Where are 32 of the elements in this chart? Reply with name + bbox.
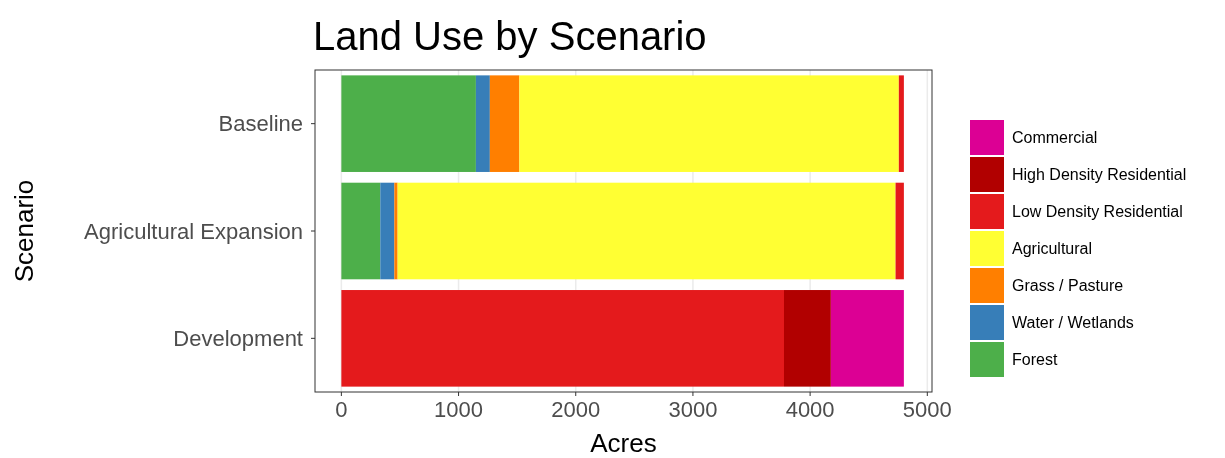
bar — [341, 75, 476, 172]
bar — [489, 75, 520, 172]
legend-label: Grass / Pasture — [1012, 277, 1124, 295]
legend-label: Forest — [1012, 351, 1058, 369]
y-axis-title: Scenario — [9, 179, 39, 283]
x-tick-label: 2000 — [551, 397, 601, 422]
legend-label: Water / Wetlands — [1012, 314, 1134, 332]
bar — [397, 182, 896, 280]
bar — [341, 182, 381, 280]
legend-label: Commercial — [1012, 129, 1098, 147]
legend-label: High Density Residential — [1012, 166, 1187, 184]
x-tick-label: 3000 — [668, 397, 718, 422]
bar — [475, 75, 490, 172]
bar — [830, 290, 904, 387]
legend-label: Low Density Residential — [1012, 203, 1183, 221]
x-tick-label: 4000 — [785, 397, 835, 422]
x-tick-label: 0 — [335, 397, 348, 422]
y-tick-label: Agricultural Expansion — [84, 218, 303, 244]
chart-title: Land Use by Scenario — [313, 14, 707, 58]
y-tick-label: Development — [173, 326, 303, 352]
bar — [341, 290, 784, 387]
x-axis-title: Acres — [590, 428, 657, 458]
legend-label: Agricultural — [1012, 240, 1093, 258]
x-tick-label: 1000 — [434, 397, 484, 422]
bar — [394, 182, 398, 280]
y-tick-label: Baseline — [218, 111, 303, 137]
x-tick-label: 5000 — [902, 397, 952, 422]
bar — [380, 182, 395, 280]
bar — [898, 75, 904, 172]
bar — [895, 182, 904, 280]
bar — [783, 290, 831, 387]
bar — [519, 75, 899, 172]
